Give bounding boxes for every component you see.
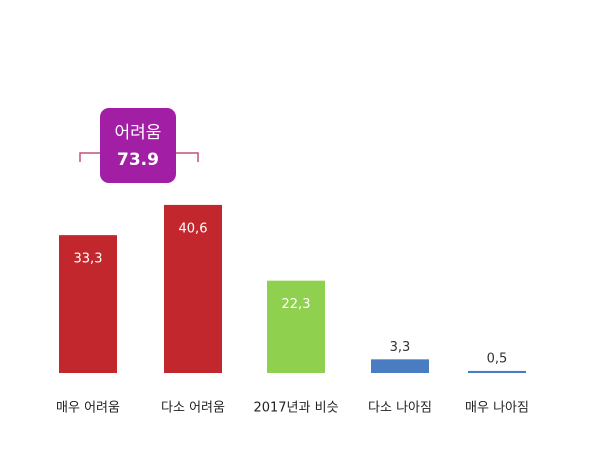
value-label: 22,3 [282,297,311,312]
bar [468,370,526,373]
annotation-label: 어려움 [115,123,162,143]
x-tick-label: 매우 나아짐 [465,401,529,416]
x-tick-label: 다소 어려움 [161,401,225,416]
bar [59,235,117,373]
bar [371,359,429,373]
x-tick-label: 2017년과 비슷 [253,401,338,416]
x-tick-label: 다소 나아짐 [368,401,432,416]
annotation-box [100,108,176,183]
value-label: 40,6 [179,221,208,236]
value-label: 0,5 [487,351,508,366]
bar [267,280,325,373]
value-label: 3,3 [390,340,411,355]
annotation-value: 73.9 [117,150,159,170]
bar [164,204,222,373]
x-tick-label: 매우 어려움 [56,401,120,416]
value-label: 33,3 [74,252,103,267]
